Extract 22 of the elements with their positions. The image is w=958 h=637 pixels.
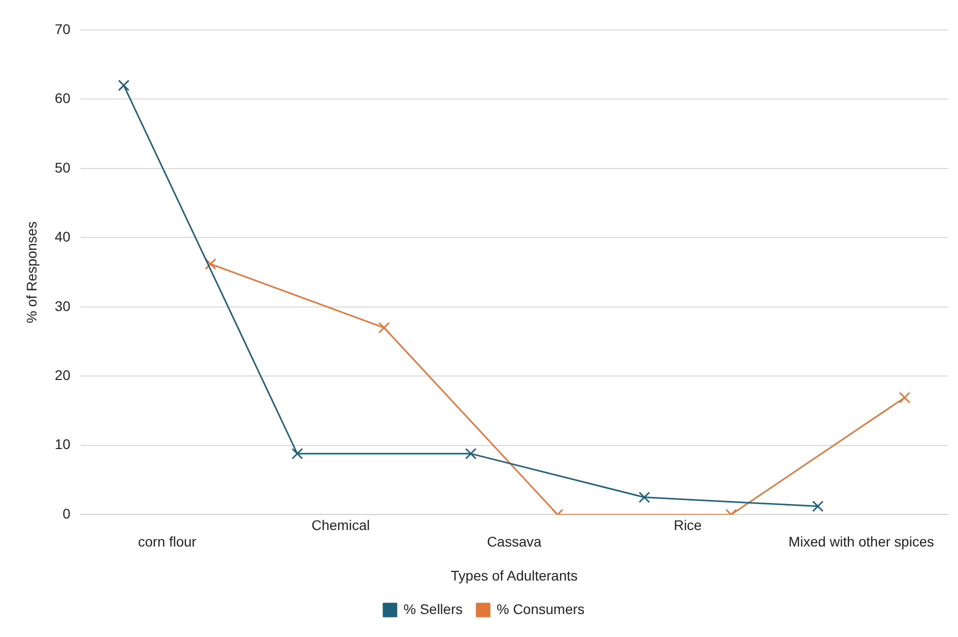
x-tick-label: Chemical: [311, 516, 370, 533]
y-tick-label: 60: [54, 90, 71, 106]
y-tick-label: 0: [62, 505, 71, 522]
point: [292, 448, 303, 460]
y-tick-label: 10: [54, 436, 71, 452]
y-tick-label: 40: [54, 228, 71, 245]
legend-label: % Consumers: [496, 600, 585, 617]
point: [118, 80, 130, 92]
y-tick-label: 20: [54, 367, 71, 383]
x-tick-label: Rice: [674, 516, 702, 533]
point: [812, 500, 824, 512]
y-tick-label: 50: [54, 159, 71, 176]
x-tick-label: corn flour: [138, 534, 197, 550]
point: [638, 492, 650, 503]
y-axis-title: % of Responses: [23, 221, 40, 324]
y-tick-label: 30: [54, 298, 71, 314]
x-tick-label: Cassava: [486, 534, 542, 550]
y-tick-label: 70: [54, 20, 71, 37]
x-axis-title: Types of Adulterants: [450, 567, 578, 584]
x-tick-label: Mixed with other spices: [788, 534, 934, 550]
point: [465, 448, 477, 460]
legend-label: % Sellers: [403, 600, 463, 617]
